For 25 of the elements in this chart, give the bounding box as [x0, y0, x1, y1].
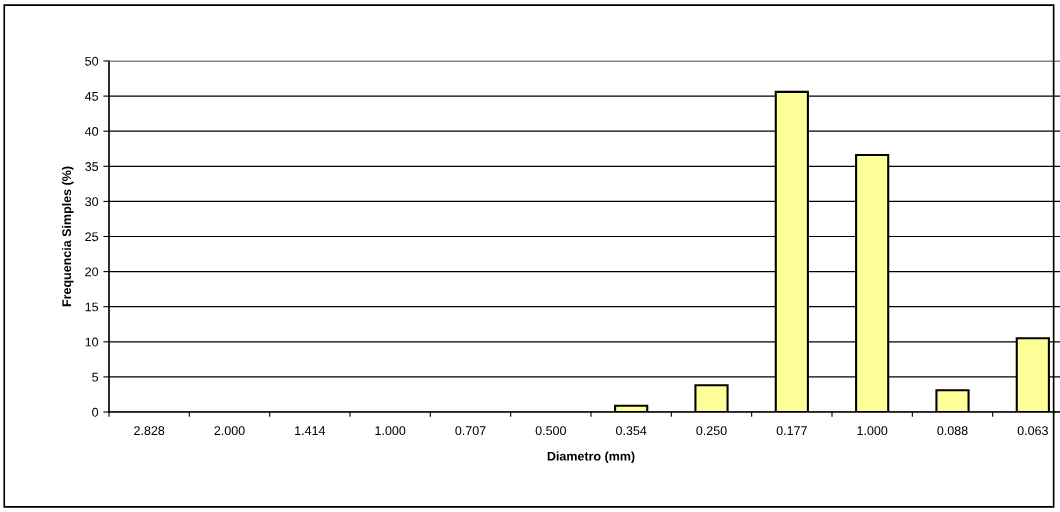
x-tick-label: 0.354	[616, 426, 647, 436]
y-tick-label: 5	[92, 372, 99, 382]
x-tick-label: 2.000	[214, 426, 245, 436]
y-tick-label: 0	[92, 407, 99, 417]
y-tick-label: 50	[85, 56, 99, 66]
x-tick-label: 1.000	[375, 426, 406, 436]
y-tick-label: 40	[84, 127, 99, 136]
y-axis-title: Frequencia Simples (%)	[61, 166, 74, 307]
y-tick-label: 30	[85, 197, 99, 207]
x-axis-title: Diametro (mm)	[547, 451, 635, 464]
y-tick-label: 35	[85, 162, 99, 171]
y-tick-label: 15	[85, 302, 99, 312]
x-tick-label: 0.500	[535, 426, 566, 436]
y-tick-label: 10	[85, 337, 99, 347]
x-tick-label: 1.000	[857, 426, 888, 436]
y-tick-label: 25	[85, 232, 99, 242]
y-tick-label: 45	[84, 92, 99, 101]
x-tick-label: 0.177	[776, 426, 807, 436]
x-tick-label: 0.063	[1017, 426, 1048, 436]
x-tick-label: 2.828	[134, 426, 165, 436]
x-tick-label: 1.414	[295, 426, 326, 435]
x-tick-label: 0.250	[696, 426, 727, 436]
x-tick-label: 0.088	[937, 426, 968, 436]
y-tick-label: 20	[85, 267, 99, 277]
x-tick-label: 0.707	[455, 426, 486, 436]
